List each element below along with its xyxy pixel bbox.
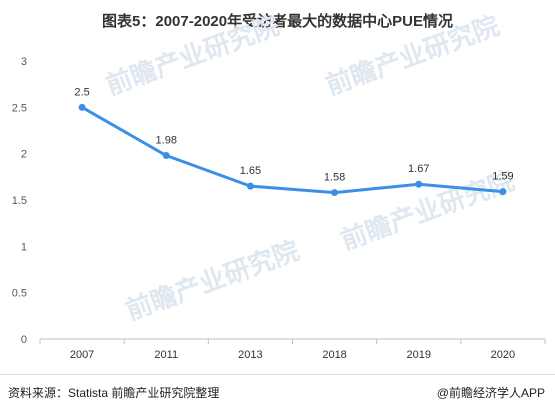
- data-points: [78, 103, 507, 197]
- data-point: [331, 189, 339, 197]
- data-point: [415, 180, 423, 188]
- x-tick-label: 2018: [322, 349, 346, 361]
- watermark-text: 前瞻产业研究院: [337, 165, 518, 255]
- y-tick-label: 0.5: [12, 288, 27, 300]
- data-label: 1.67: [408, 163, 429, 175]
- x-tick-label: 2020: [491, 349, 515, 361]
- data-labels: 2.5 1.98 1.65 1.58 1.67 1.59: [74, 86, 513, 183]
- x-tick-label: 2019: [407, 349, 431, 361]
- data-label: 1.65: [240, 165, 261, 177]
- data-point: [499, 188, 507, 196]
- data-point: [162, 152, 170, 160]
- x-axis-ticks: 2007 2011 2013 2018 2019 2020: [39, 339, 546, 361]
- data-label: 1.59: [492, 171, 513, 183]
- data-label: 1.98: [156, 135, 177, 147]
- x-tick-label: 2013: [238, 349, 262, 361]
- brand-credit: @前瞻经济学人APP: [436, 386, 545, 400]
- source-note: 资料来源：Statista 前瞻产业研究院整理: [8, 386, 220, 400]
- y-axis-ticks: 0 0.5 1 1.5 2 2.5 3: [12, 56, 27, 346]
- watermark-text: 前瞻产业研究院: [102, 10, 283, 100]
- x-tick-label: 2007: [70, 349, 94, 361]
- series-line: [81, 106, 504, 195]
- watermark-text: 前瞻产业研究院: [322, 10, 503, 100]
- watermark-text: 前瞻产业研究院: [122, 235, 303, 325]
- y-tick-label: 0: [21, 334, 27, 346]
- data-point: [246, 182, 254, 190]
- data-point: [78, 103, 86, 111]
- y-tick-label: 1.5: [12, 195, 27, 207]
- y-tick-label: 2.5: [12, 102, 27, 114]
- data-label: 1.58: [324, 172, 345, 184]
- footer-divider: [0, 374, 555, 375]
- chart-title: 图表5：2007-2020年受访者最大的数据中心PUE情况: [102, 13, 453, 30]
- x-tick-label: 2011: [154, 349, 178, 361]
- y-tick-label: 2: [21, 149, 27, 161]
- y-tick-label: 1: [21, 241, 27, 253]
- data-label: 2.5: [74, 86, 89, 98]
- y-tick-label: 3: [21, 56, 27, 68]
